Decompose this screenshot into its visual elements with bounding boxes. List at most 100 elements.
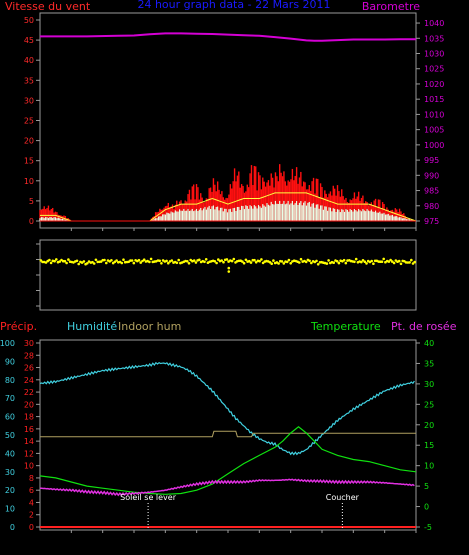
barometer-tick-label: 1035 xyxy=(424,34,444,43)
direction-point xyxy=(103,258,106,262)
direction-point xyxy=(258,259,261,263)
wind-tick-label: 20 xyxy=(24,137,34,146)
humidity-tick-label: 50 xyxy=(5,431,15,440)
wind-tick-label: 35 xyxy=(24,76,34,85)
wind-x-tick-label: 02 xyxy=(66,232,76,241)
sun-annotations: Soleil se lever Coucher xyxy=(120,493,360,530)
direction-outlier-point xyxy=(227,270,231,273)
rain-tick-label: 18 xyxy=(24,413,34,422)
direction-point xyxy=(315,259,318,263)
barometer-axis-label: Barometre xyxy=(362,0,420,13)
direction-point xyxy=(198,258,201,262)
direction-point xyxy=(222,260,225,264)
temperature-tick-label: 30 xyxy=(424,380,434,389)
direction-point xyxy=(105,261,108,265)
wind-x-tick-label: 10 xyxy=(192,232,202,241)
wind-x-tick-label: 20 xyxy=(348,232,358,241)
direction-point xyxy=(77,262,80,266)
direction-point xyxy=(242,261,246,265)
sun-annotation-label: Soleil se lever xyxy=(120,493,177,502)
direction-point xyxy=(365,262,368,265)
direction-point xyxy=(94,258,98,262)
direction-tick-labels: 0 90 180 270 360 xyxy=(21,240,40,311)
wind-tick-label: 10 xyxy=(24,177,34,186)
temp-x-tick-labels: 02 04 06 08 10 12 14 16 18 Coucher 22 00 xyxy=(66,530,421,547)
direction-point xyxy=(254,261,258,264)
direction-point xyxy=(53,259,56,263)
direction-point xyxy=(120,261,124,265)
temp-x-tick-label: 08 xyxy=(160,538,170,547)
direction-point xyxy=(382,257,386,261)
barometer-tick-label: 1005 xyxy=(424,126,444,135)
direction-point xyxy=(354,257,358,261)
rain-tick-label: 26 xyxy=(24,364,34,373)
direction-tick-label: 0 xyxy=(31,302,36,311)
temperature-tick-label: 35 xyxy=(424,359,434,368)
temperature-tick-label: 20 xyxy=(424,421,434,430)
direction-point xyxy=(363,260,367,264)
rain-tick-label: 10 xyxy=(24,462,34,471)
wind-x-tick-labels: 02 04 06 08 10 12 14 16 18 20 22 00 xyxy=(66,228,421,241)
temperature-tick-label: 40 xyxy=(424,339,434,348)
barometer-tick-label: 1025 xyxy=(424,65,444,74)
direction-point xyxy=(410,258,413,262)
humidity-tick-labels: 0 10 20 30 40 50 60 70 80 90 100 xyxy=(0,339,15,532)
direction-point xyxy=(165,259,168,263)
direction-point xyxy=(148,260,151,264)
compass-label: S xyxy=(437,237,444,250)
rain-tick-label: 22 xyxy=(24,388,34,397)
direction-point xyxy=(158,259,161,263)
humidity-tick-label: 10 xyxy=(5,505,15,514)
direction-point xyxy=(361,259,365,262)
wind-tick-labels: 0 5 10 15 20 25 30 35 40 45 50 xyxy=(24,16,40,226)
direction-point xyxy=(360,260,363,264)
direction-point xyxy=(289,262,293,265)
direction-point xyxy=(249,261,253,264)
direction-point xyxy=(308,259,311,263)
direction-point xyxy=(304,260,308,264)
direction-point xyxy=(316,263,320,266)
direction-point xyxy=(160,262,163,265)
temp-x-tick-label: 00 xyxy=(411,538,421,547)
temp-x-tick-label: 02 xyxy=(66,538,76,547)
chart-title: 24 hour graph data - 22 Mars 2011 xyxy=(137,0,330,11)
direction-point xyxy=(244,258,248,262)
direction-point xyxy=(325,262,329,265)
direction-point xyxy=(253,258,256,262)
barometer-tick-label: 1015 xyxy=(424,95,444,104)
wind-x-tick-label: 12 xyxy=(223,232,233,241)
direction-point xyxy=(192,259,196,262)
temp-x-tick-label: 06 xyxy=(129,538,139,547)
direction-point xyxy=(389,258,392,262)
wind-x-tick-label: 22 xyxy=(380,232,390,241)
direction-point xyxy=(370,259,374,263)
temperature-tick-label: 10 xyxy=(424,462,434,471)
barometer-tick-label: 990 xyxy=(424,171,439,180)
direction-point xyxy=(215,261,218,265)
compass-label: N xyxy=(436,269,444,282)
temp-x-tick-label: 10 xyxy=(192,538,202,547)
wind-x-tick-label: 18 xyxy=(317,232,327,241)
direction-point xyxy=(203,260,206,264)
wind-x-tick-label: 14 xyxy=(254,232,264,241)
direction-point xyxy=(399,262,403,266)
direction-point xyxy=(58,260,61,263)
humidity-tick-label: 70 xyxy=(5,394,15,403)
direction-point xyxy=(280,260,284,263)
direction-point xyxy=(48,258,51,262)
direction-point xyxy=(186,260,189,263)
rain-tick-label: 0 xyxy=(29,523,34,532)
direction-point xyxy=(332,261,336,265)
direction-point xyxy=(220,259,223,262)
direction-outlier-point xyxy=(227,266,231,270)
barometer-tick-label: 1010 xyxy=(424,110,444,119)
direction-point xyxy=(397,259,401,263)
direction-point xyxy=(387,260,391,263)
humidity-tick-label: 60 xyxy=(5,413,15,422)
direction-point xyxy=(337,261,341,265)
rain-tick-label: 20 xyxy=(24,400,34,409)
direction-point xyxy=(187,262,191,265)
